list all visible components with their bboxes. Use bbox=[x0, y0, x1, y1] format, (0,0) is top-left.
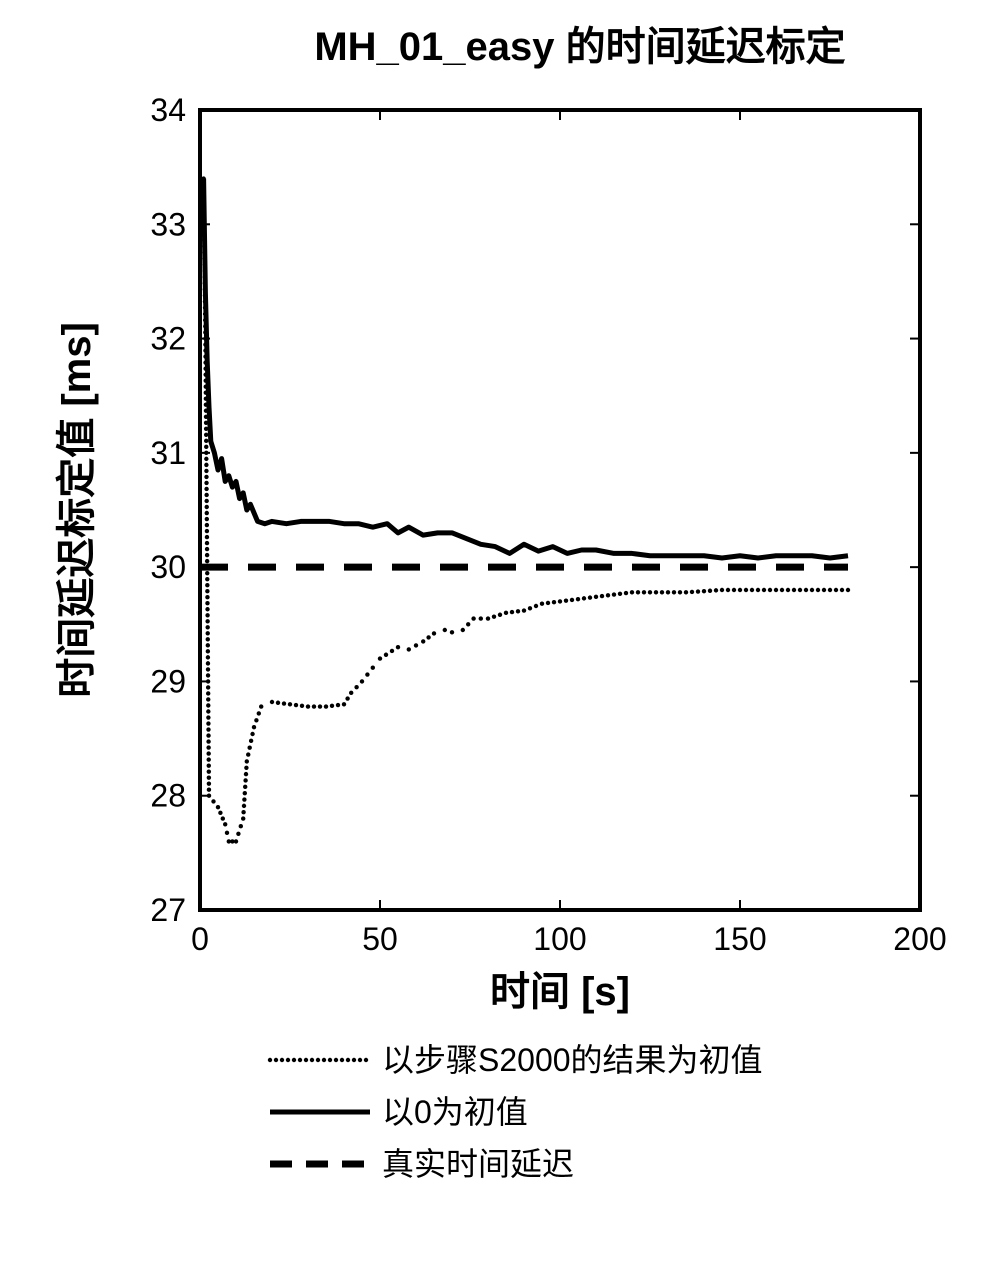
legend-swatch-dotted bbox=[334, 1058, 338, 1062]
legend-swatch-dotted bbox=[298, 1058, 302, 1062]
x-tick-label: 200 bbox=[893, 921, 946, 957]
x-axis-label: 时间 [s] bbox=[490, 970, 630, 1014]
legend-swatch-dotted bbox=[280, 1058, 284, 1062]
y-tick-label: 27 bbox=[150, 892, 186, 928]
y-tick-label: 29 bbox=[150, 663, 186, 699]
legend-label-dashed: 真实时间延迟 bbox=[382, 1146, 574, 1182]
y-tick-label: 32 bbox=[150, 321, 186, 357]
legend-swatch-dotted bbox=[358, 1058, 362, 1062]
legend-swatch-dotted bbox=[286, 1058, 290, 1062]
legend-swatch-dotted bbox=[310, 1058, 314, 1062]
legend-swatch-dotted bbox=[340, 1058, 344, 1062]
legend-label-dotted: 以步骤S2000的结果为初值 bbox=[382, 1042, 763, 1078]
y-tick-label: 28 bbox=[150, 778, 186, 814]
x-tick-label: 100 bbox=[533, 921, 586, 957]
x-tick-label: 150 bbox=[713, 921, 766, 957]
y-tick-label: 31 bbox=[150, 435, 186, 471]
legend-swatch-dotted bbox=[292, 1058, 296, 1062]
y-tick-label: 33 bbox=[150, 206, 186, 242]
legend-swatch-dotted bbox=[352, 1058, 356, 1062]
legend-swatch-dotted bbox=[322, 1058, 326, 1062]
legend-swatch-dotted bbox=[346, 1058, 350, 1062]
legend-swatch-dotted bbox=[274, 1058, 278, 1062]
chart-svg: MH_01_easy 的时间延迟标定 0 50 100 150 200 27 28 29 30 31… bbox=[0, 0, 997, 1271]
legend-swatch-dotted bbox=[316, 1058, 320, 1062]
x-tick-label: 50 bbox=[362, 921, 398, 957]
chart-title: MH_01_easy 的时间延迟标定 bbox=[314, 25, 845, 69]
legend-swatch-dotted bbox=[364, 1058, 368, 1062]
legend-label-solid: 以0为初值 bbox=[382, 1094, 528, 1130]
y-axis-label: 时间延迟标定值 [ms] bbox=[55, 322, 99, 698]
legend-swatch-dotted bbox=[268, 1058, 272, 1062]
legend-swatch-dotted bbox=[304, 1058, 308, 1062]
legend-swatch-dotted bbox=[328, 1058, 332, 1062]
x-tick-label: 0 bbox=[191, 921, 209, 957]
chart-container: MH_01_easy 的时间延迟标定 0 50 100 150 200 27 28 29 30 31… bbox=[0, 0, 997, 1271]
y-tick-label: 30 bbox=[150, 549, 186, 585]
y-tick-label: 34 bbox=[150, 92, 186, 128]
